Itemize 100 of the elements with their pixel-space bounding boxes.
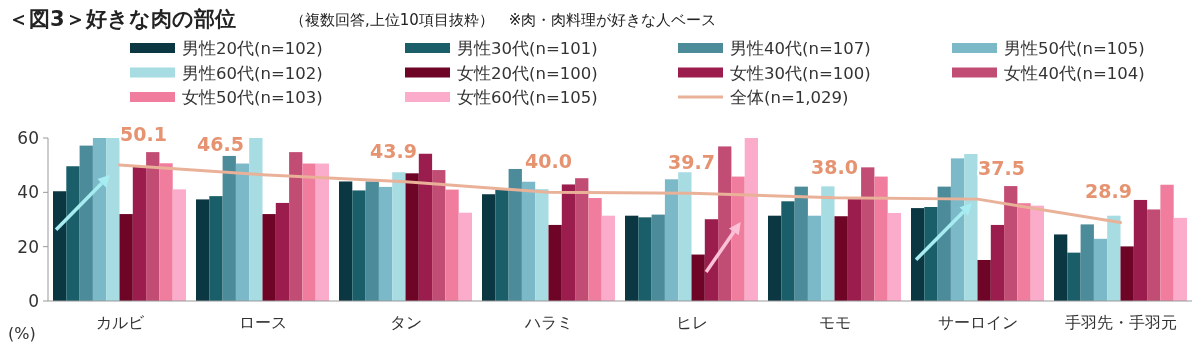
x-tick-label: サーロイン — [937, 313, 1018, 332]
bar — [718, 146, 732, 301]
bar — [561, 184, 576, 301]
bar — [937, 186, 951, 301]
bar — [222, 155, 236, 301]
bar — [744, 138, 758, 301]
legend-label: 男性50代(n=105) — [1004, 39, 1145, 58]
x-tick-label: カルビ — [95, 313, 145, 332]
bar — [495, 189, 509, 301]
bar — [704, 219, 719, 301]
bar — [392, 172, 406, 301]
legend-label: 男性40代(n=107) — [730, 39, 871, 58]
bar — [405, 173, 419, 301]
y-tick-label: 20 — [17, 236, 39, 257]
data-label: 46.5 — [197, 132, 244, 155]
bar — [1160, 184, 1174, 301]
bar — [146, 152, 160, 301]
bar — [664, 179, 679, 301]
bar — [781, 201, 795, 301]
bar — [418, 153, 433, 301]
data-label: 43.9 — [370, 139, 417, 162]
x-tick-label: モモ — [818, 313, 851, 332]
bar — [731, 176, 745, 301]
bar — [445, 189, 459, 301]
data-label: 28.9 — [1085, 180, 1132, 203]
legend-label: 女性40代(n=104) — [1004, 63, 1145, 83]
bar — [172, 189, 186, 301]
bar — [588, 198, 602, 301]
bar — [807, 215, 822, 301]
bar — [1054, 234, 1068, 301]
bar — [458, 212, 472, 301]
bar — [950, 158, 965, 301]
bar — [861, 167, 875, 301]
bar — [302, 163, 316, 301]
legend-label: 女性60代(n=105) — [457, 88, 598, 107]
bar — [209, 196, 223, 301]
legend-label: 男性30代(n=101) — [457, 39, 598, 58]
bar — [235, 163, 250, 301]
bar — [678, 172, 692, 301]
chart-subtitle: （複数回答,上位10項目抜粋） ※肉・肉料理が好きな人ベース — [290, 11, 717, 29]
bar — [1093, 238, 1108, 301]
x-tick-label: ハラミ — [523, 313, 573, 332]
y-tick-label: 60 — [17, 128, 39, 148]
legend-label: 女性30代(n=100) — [730, 63, 871, 83]
x-tick-label: ヒレ — [675, 313, 708, 332]
x-tick-label: 手羽先・手羽元 — [1064, 313, 1177, 332]
bar — [352, 190, 366, 301]
bar — [548, 224, 562, 301]
bar — [651, 214, 665, 301]
bar — [847, 199, 862, 301]
bar — [1107, 215, 1121, 301]
y-tick-label: 40 — [17, 182, 39, 203]
bar — [911, 208, 925, 301]
bar — [601, 215, 615, 301]
bar — [289, 152, 303, 301]
legend-label: 男性20代(n=102) — [182, 39, 323, 58]
bar — [1120, 246, 1134, 301]
bar — [1067, 252, 1081, 301]
bar — [768, 215, 782, 301]
bar — [159, 163, 173, 301]
legend-label: 女性50代(n=103) — [182, 88, 323, 107]
x-tick-label: ロース — [238, 313, 287, 332]
legend-label: 全体(n=1,029) — [730, 88, 849, 107]
bar — [1030, 205, 1044, 301]
bar — [196, 199, 210, 301]
bar — [1004, 186, 1018, 301]
bar — [521, 181, 536, 301]
bar — [794, 186, 808, 301]
y-tick-label: 0 — [28, 291, 39, 311]
data-label: 40.0 — [525, 150, 572, 173]
bar — [132, 166, 147, 301]
bar — [924, 207, 938, 301]
data-label: 38.0 — [811, 155, 858, 178]
bar — [874, 176, 888, 301]
bar — [1080, 224, 1094, 301]
bar — [106, 138, 120, 301]
bar — [482, 194, 496, 301]
bar — [339, 181, 353, 301]
bar — [1017, 203, 1031, 301]
bar — [834, 216, 848, 301]
data-label: 37.5 — [978, 157, 1025, 180]
bar — [432, 170, 446, 301]
y-axis-title: (%) — [8, 324, 36, 343]
bar — [821, 186, 835, 301]
bar — [990, 224, 1005, 301]
bar — [1147, 209, 1161, 301]
bar — [508, 168, 522, 301]
bar — [1173, 217, 1187, 301]
x-tick-label: タン — [389, 313, 422, 332]
data-label: 39.7 — [668, 151, 715, 174]
bar — [575, 178, 589, 301]
bar — [262, 214, 276, 301]
bar — [249, 138, 263, 301]
bar — [378, 186, 393, 301]
data-label: 50.1 — [120, 122, 167, 145]
bar — [887, 212, 901, 301]
legend-label: 男性60代(n=102) — [182, 63, 323, 83]
bar — [275, 202, 290, 301]
bar — [535, 189, 549, 301]
bar — [977, 259, 991, 301]
